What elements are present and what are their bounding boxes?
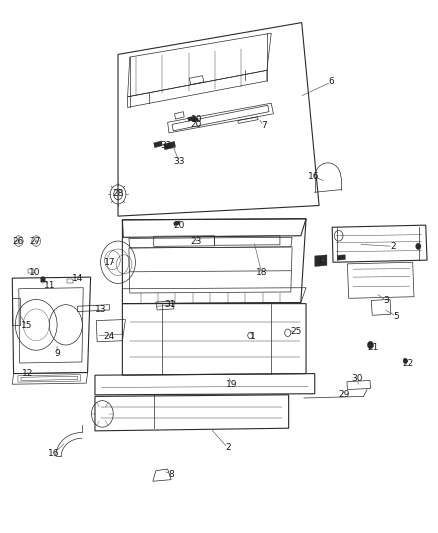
Text: 26: 26 xyxy=(12,237,24,246)
Text: 15: 15 xyxy=(21,321,32,330)
Text: 20: 20 xyxy=(190,120,201,129)
Text: 2: 2 xyxy=(390,242,396,251)
Text: 10: 10 xyxy=(191,115,202,124)
Text: 2: 2 xyxy=(225,443,230,453)
Text: 4: 4 xyxy=(316,257,322,265)
Text: 31: 31 xyxy=(165,300,176,309)
Text: 33: 33 xyxy=(173,157,185,166)
Text: 19: 19 xyxy=(226,379,238,389)
Text: 28: 28 xyxy=(112,189,124,198)
Polygon shape xyxy=(315,255,327,266)
Polygon shape xyxy=(187,116,196,121)
Text: 9: 9 xyxy=(54,349,60,358)
Text: 1: 1 xyxy=(250,332,256,341)
Polygon shape xyxy=(164,141,176,150)
Text: 18: 18 xyxy=(256,268,268,277)
Text: 11: 11 xyxy=(44,280,56,289)
Text: 20: 20 xyxy=(173,221,185,230)
Text: 5: 5 xyxy=(394,312,399,321)
Text: 27: 27 xyxy=(30,237,41,246)
Text: 10: 10 xyxy=(29,268,41,277)
Polygon shape xyxy=(192,118,198,122)
Text: 7: 7 xyxy=(261,121,267,130)
Text: 25: 25 xyxy=(291,327,302,336)
Text: 24: 24 xyxy=(104,332,115,341)
Text: 6: 6 xyxy=(328,77,334,86)
Text: 13: 13 xyxy=(95,305,106,314)
Circle shape xyxy=(403,358,407,364)
Text: 32: 32 xyxy=(160,141,172,150)
Text: 3: 3 xyxy=(384,296,389,305)
Circle shape xyxy=(367,341,374,349)
Text: 29: 29 xyxy=(339,390,350,399)
Text: 17: 17 xyxy=(103,258,115,266)
Circle shape xyxy=(416,243,421,249)
Polygon shape xyxy=(337,255,345,260)
Text: 22: 22 xyxy=(403,359,414,367)
Text: 23: 23 xyxy=(191,237,202,246)
Polygon shape xyxy=(174,221,180,225)
Text: 30: 30 xyxy=(352,374,363,383)
Text: 14: 14 xyxy=(72,273,83,282)
Polygon shape xyxy=(154,141,162,148)
Text: 12: 12 xyxy=(22,369,33,378)
Text: 16: 16 xyxy=(48,449,60,458)
Text: 8: 8 xyxy=(168,470,174,479)
Text: 21: 21 xyxy=(368,343,379,352)
Text: 16: 16 xyxy=(308,172,320,181)
Polygon shape xyxy=(41,277,45,282)
